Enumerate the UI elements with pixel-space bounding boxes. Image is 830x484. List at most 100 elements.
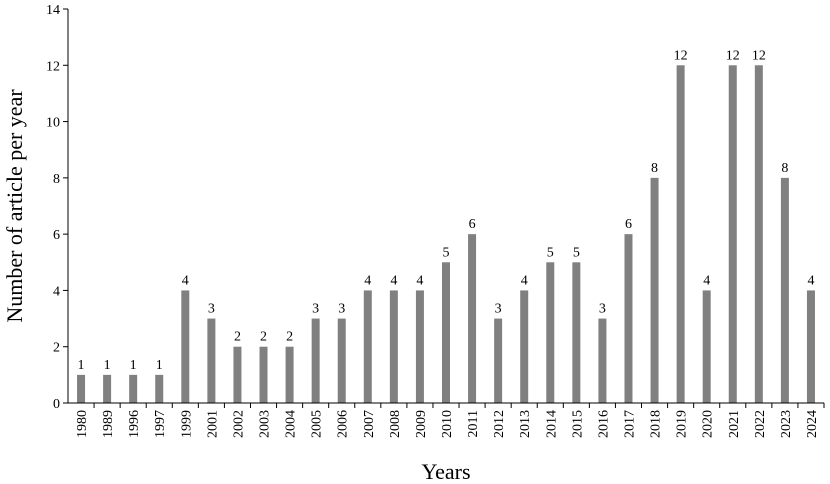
data-label: 5 [547, 245, 554, 260]
data-label: 8 [651, 161, 658, 176]
bar [129, 374, 138, 403]
bar [572, 262, 581, 403]
data-label: 5 [443, 245, 450, 260]
x-tick-label: 2005 [310, 410, 325, 438]
x-tick-label: 1980 [75, 410, 90, 438]
data-label: 2 [260, 330, 267, 345]
bar [754, 65, 763, 404]
bar [311, 318, 320, 403]
x-tick-label: 2021 [727, 410, 742, 438]
bar [181, 290, 190, 403]
x-tick-label: 2019 [675, 410, 690, 438]
x-tick-label: 1996 [127, 410, 142, 438]
data-label: 2 [286, 330, 293, 345]
data-label: 1 [78, 358, 85, 373]
x-tick-label: 2003 [258, 410, 273, 438]
x-axis-title: Years [421, 459, 470, 484]
bar [624, 234, 633, 403]
data-label: 2 [234, 330, 241, 345]
bar [546, 262, 555, 403]
bar [415, 290, 424, 403]
data-label: 4 [364, 273, 371, 288]
x-tick-label: 2015 [570, 410, 585, 438]
bar [650, 177, 659, 403]
x-tick-label: 2014 [544, 410, 559, 438]
x-tick-label: 2006 [336, 410, 351, 438]
data-label: 3 [338, 302, 345, 317]
y-tick-label: 6 [53, 228, 60, 243]
bar [363, 290, 372, 403]
bar [702, 290, 711, 403]
x-tick-label: 2024 [805, 410, 820, 438]
x-tick-label: 2009 [414, 410, 429, 438]
data-labels-group: 1 1 1 1 4 3 2 2 2 3 3 4 4 4 5 6 3 4 5 5 3 6 8 12 4 12 12 8 4 [78, 48, 815, 373]
bar [337, 318, 346, 403]
data-label: 3 [599, 302, 606, 317]
data-label: 4 [521, 273, 528, 288]
y-tick-label: 4 [53, 284, 60, 299]
x-tick-label: 2002 [231, 410, 246, 438]
y-axis-ticks: 0 2 4 6 8 10 12 14 [46, 3, 68, 412]
data-label: 3 [495, 302, 502, 317]
x-tick-label: 2022 [753, 410, 768, 438]
data-label: 4 [703, 273, 710, 288]
x-tick-label: 1999 [179, 410, 194, 438]
x-axis-ticks: 1980 1989 1996 1997 1999 2001 2002 2003 2004 2005… [75, 403, 825, 438]
data-label: 4 [390, 273, 397, 288]
data-label: 4 [416, 273, 423, 288]
data-label: 4 [182, 273, 189, 288]
x-tick-label: 1997 [153, 410, 168, 438]
bar [780, 177, 789, 403]
data-label: 1 [130, 358, 137, 373]
bar [806, 290, 815, 403]
x-tick-label: 2018 [649, 410, 664, 438]
bar [155, 374, 164, 403]
data-label: 12 [674, 48, 688, 63]
data-label: 12 [726, 48, 740, 63]
bars-group [77, 65, 815, 404]
x-tick-label: 2010 [440, 410, 455, 438]
data-label: 12 [752, 48, 766, 63]
x-tick-label: 2023 [779, 410, 794, 438]
x-tick-label: 2012 [492, 410, 507, 438]
bar [728, 65, 737, 404]
data-label: 1 [104, 358, 111, 373]
bar [259, 346, 268, 403]
bar [103, 374, 112, 403]
bar [520, 290, 529, 403]
data-label: 3 [312, 302, 319, 317]
data-label: 4 [807, 273, 814, 288]
bar [233, 346, 242, 403]
data-label: 1 [156, 358, 163, 373]
y-tick-label: 2 [53, 341, 60, 356]
data-label: 3 [208, 302, 215, 317]
bar [468, 234, 477, 403]
bar [494, 318, 503, 403]
x-tick-label: 2017 [622, 410, 637, 438]
bar [77, 374, 86, 403]
bar [442, 262, 450, 403]
x-tick-label: 2011 [466, 410, 481, 437]
x-tick-label: 1989 [101, 410, 116, 438]
data-label: 5 [573, 245, 580, 260]
y-tick-label: 14 [46, 3, 60, 18]
x-tick-label: 2007 [362, 410, 377, 438]
bar [207, 318, 216, 403]
x-tick-label: 2004 [284, 410, 299, 438]
data-label: 8 [781, 161, 788, 176]
y-tick-label: 8 [53, 172, 60, 187]
data-label: 6 [469, 217, 476, 232]
bar [676, 65, 685, 404]
data-label: 6 [625, 217, 632, 232]
bar [389, 290, 398, 403]
bar [598, 318, 607, 403]
y-axis-title: Number of article per year [2, 89, 27, 323]
y-tick-label: 10 [46, 116, 60, 131]
x-tick-label: 2013 [518, 410, 533, 438]
x-tick-label: 2016 [596, 410, 611, 438]
y-tick-label: 0 [53, 397, 60, 412]
y-tick-label: 12 [46, 59, 60, 74]
x-tick-label: 2020 [701, 410, 716, 438]
x-tick-label: 2001 [205, 410, 220, 438]
